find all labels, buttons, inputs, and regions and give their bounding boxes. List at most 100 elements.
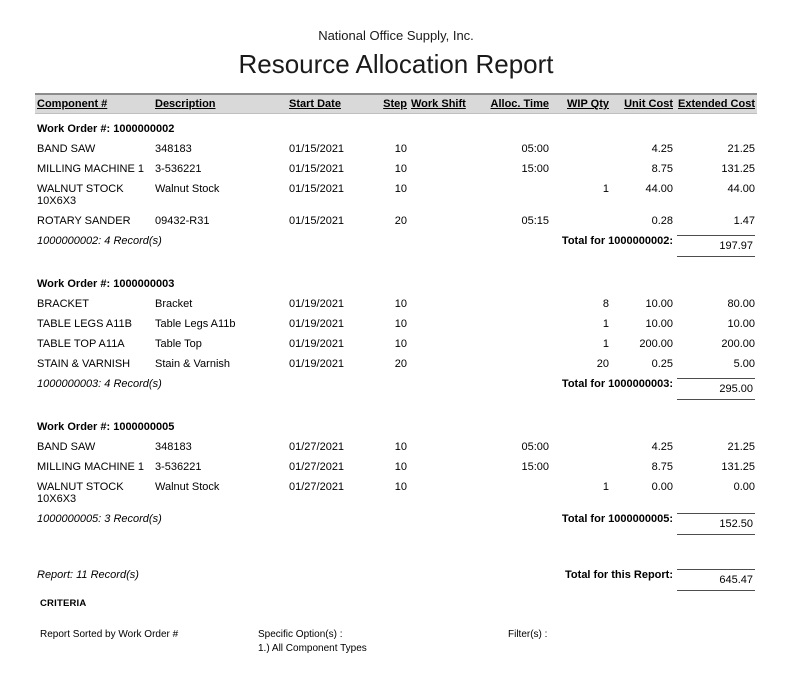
cell-unit-cost: 44.00 <box>645 183 673 195</box>
col-header-extended-cost: Extended Cost <box>675 93 757 114</box>
cell-step: 10 <box>394 318 407 330</box>
cell-start-date: 01/15/2021 <box>289 143 345 155</box>
criteria-heading: CRITERIA <box>40 598 87 609</box>
total-label: Total for this Report: <box>565 569 673 581</box>
cell-component: STAIN & VARNISH <box>37 358 131 370</box>
cell-extended-cost: 10.00 <box>727 318 755 330</box>
work-order-label: Work Order #: 1000000002 <box>37 123 175 135</box>
table-row: ROTARY SANDER 09432-R31 01/15/2021 20 05:15 0… <box>35 211 757 231</box>
cell-unit-cost: 10.00 <box>645 318 673 330</box>
table-row: STAIN & VARNISH Stain & Varnish 01/19/2021… <box>35 354 757 374</box>
cell-wip-qty <box>551 457 611 477</box>
table-row: BRACKET Bracket 01/19/2021 10 8 10.00 80.00 <box>35 294 757 314</box>
cell-step: 10 <box>394 183 407 195</box>
cell-wip-qty <box>551 159 611 179</box>
cell-extended-cost: 80.00 <box>727 298 755 310</box>
cell-work-shift <box>409 457 471 477</box>
cell-step: 10 <box>394 481 407 493</box>
cell-alloc-time: 15:00 <box>521 163 549 175</box>
spacer-cell <box>35 547 757 565</box>
group-footer-row: 1000000003: 4 Record(s) Total for 1000000… <box>35 374 757 412</box>
col-header-wip-qty: WIP Qty <box>551 93 611 114</box>
cell-alloc-time <box>471 314 551 334</box>
cell-component: WALNUT STOCK 10X6X3 <box>37 481 124 505</box>
cell-extended-cost: 44.00 <box>727 183 755 195</box>
total-value-cell: 197.97 <box>675 231 757 269</box>
table-body: Work Order #: 1000000002 BAND SAW 348183 01… <box>35 114 757 604</box>
cell-work-shift <box>409 211 471 231</box>
cell-step: 10 <box>394 143 407 155</box>
cell-step: 20 <box>394 215 407 227</box>
cell-step: 10 <box>394 338 407 350</box>
cell-unit-cost: 200.00 <box>639 338 673 350</box>
criteria-row: Report Sorted by Work Order # Specific O… <box>40 629 760 669</box>
cell-extended-cost: 131.25 <box>721 461 755 473</box>
cell-step: 10 <box>394 163 407 175</box>
cell-wip-qty <box>551 211 611 231</box>
cell-component: BRACKET <box>37 298 89 310</box>
total-value-cell: 645.47 <box>675 565 757 603</box>
cell-alloc-time: 05:00 <box>521 441 549 453</box>
group-header-row: Work Order #: 1000000003 <box>35 269 757 294</box>
cell-description: 3-536221 <box>155 461 202 473</box>
criteria-specific-options-label: Specific Option(s) : <box>258 629 343 640</box>
cell-wip-qty: 1 <box>602 318 609 330</box>
cell-unit-cost: 0.25 <box>651 358 673 370</box>
cell-start-date: 01/15/2021 <box>289 183 345 195</box>
record-count-label: 1000000002: 4 Record(s) <box>37 235 162 247</box>
cell-wip-qty: 20 <box>596 358 609 370</box>
record-count-label: 1000000005: 3 Record(s) <box>37 513 162 525</box>
table-row: MILLING MACHINE 1 3-536221 01/27/2021 10 15:… <box>35 457 757 477</box>
record-count-label: Report: 11 Record(s) <box>37 569 139 581</box>
cell-unit-cost: 4.25 <box>651 441 673 453</box>
cell-alloc-time <box>471 477 551 509</box>
table-row: WALNUT STOCK 10X6X3 Walnut Stock 01/15/202… <box>35 179 757 211</box>
table-row: TABLE TOP A11A Table Top 01/19/2021 10 1 200.… <box>35 334 757 354</box>
cell-description: Stain & Varnish <box>155 358 231 370</box>
table-row: MILLING MACHINE 1 3-536221 01/15/2021 10 15:… <box>35 159 757 179</box>
cell-step: 10 <box>394 461 407 473</box>
cell-unit-cost: 0.00 <box>651 481 673 493</box>
total-label: Total for 1000000002: <box>561 235 673 247</box>
table-row: BAND SAW 348183 01/15/2021 10 05:00 4.25 21.25 <box>35 139 757 159</box>
cell-start-date: 01/19/2021 <box>289 358 345 370</box>
cell-wip-qty: 8 <box>602 298 609 310</box>
cell-component: TABLE TOP A11A <box>37 338 125 350</box>
cell-component: TABLE LEGS A11B <box>37 318 132 330</box>
cell-description: 3-536221 <box>155 163 202 175</box>
total-value: 197.97 <box>677 235 755 257</box>
table-header: Component # Description Start Date Step … <box>35 93 757 114</box>
cell-unit-cost: 10.00 <box>645 298 673 310</box>
cell-description: Walnut Stock <box>155 481 220 493</box>
cell-work-shift <box>409 437 471 457</box>
table-row: WALNUT STOCK 10X6X3 Walnut Stock 01/27/202… <box>35 477 757 509</box>
cell-unit-cost: 4.25 <box>651 143 673 155</box>
col-header-alloc-time: Alloc. Time <box>471 93 551 114</box>
group-footer-row: 1000000002: 4 Record(s) Total for 1000000… <box>35 231 757 269</box>
cell-description: Bracket <box>155 298 193 310</box>
cell-component: BAND SAW <box>37 143 96 155</box>
cell-description: Table Legs A11b <box>155 318 236 330</box>
cell-step: 10 <box>394 441 407 453</box>
cell-extended-cost: 5.00 <box>733 358 755 370</box>
report-summary-row: Report: 11 Record(s) Total for this Repor… <box>35 565 757 603</box>
cell-wip-qty: 1 <box>602 338 609 350</box>
company-name: National Office Supply, Inc. <box>318 28 474 43</box>
cell-start-date: 01/15/2021 <box>289 215 345 227</box>
cell-work-shift <box>409 314 471 334</box>
cell-work-shift <box>409 334 471 354</box>
total-value: 295.00 <box>677 378 755 400</box>
cell-component: WALNUT STOCK 10X6X3 <box>37 183 124 207</box>
cell-component: ROTARY SANDER <box>37 215 131 227</box>
cell-alloc-time <box>471 334 551 354</box>
criteria-section: CRITERIA Report Sorted by Work Order # S… <box>40 598 760 669</box>
cell-extended-cost: 1.47 <box>733 215 755 227</box>
cell-work-shift <box>409 354 471 374</box>
cell-extended-cost: 200.00 <box>721 338 755 350</box>
cell-unit-cost: 8.75 <box>651 461 673 473</box>
cell-alloc-time <box>471 179 551 211</box>
col-header-unit-cost: Unit Cost <box>611 93 675 114</box>
table-row: BAND SAW 348183 01/27/2021 10 05:00 4.25 21.25 <box>35 437 757 457</box>
col-header-description: Description <box>153 93 287 114</box>
